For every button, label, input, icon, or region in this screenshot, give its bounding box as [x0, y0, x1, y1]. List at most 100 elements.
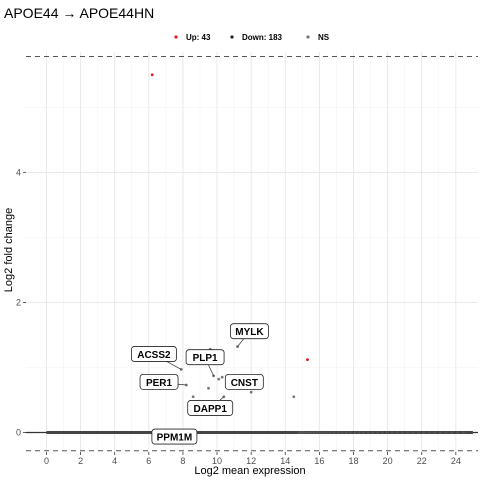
baseline-point	[300, 431, 303, 434]
label-box	[151, 428, 198, 445]
x-tick-label: 20	[383, 456, 393, 466]
baseline-point	[344, 431, 348, 434]
baseline-point	[376, 431, 379, 434]
x-tick-label: 24	[451, 456, 461, 466]
baseline-point	[349, 431, 352, 434]
gene-name: MYLK	[235, 327, 264, 338]
label-box	[131, 346, 177, 362]
legend: Up: 43 Down: 183 NS	[174, 33, 330, 42]
baseline-point	[304, 431, 307, 434]
baseline-point	[427, 431, 431, 434]
label-box	[185, 349, 225, 366]
gene-label-mylk: MYLK	[230, 323, 269, 347]
data-point	[292, 395, 296, 399]
gene-name: DAPP1	[194, 404, 228, 415]
legend-swatch	[306, 35, 310, 39]
gene-label-dapp1: DAPP1	[187, 396, 234, 416]
x-tick-label: 8	[180, 456, 185, 466]
gene-label-plp1: PLP1	[185, 349, 225, 377]
y-axis-label: Log2 fold change	[3, 208, 15, 292]
gene-label-per1: PER1	[139, 374, 187, 390]
baseline-point	[336, 431, 340, 434]
x-tick-label: 16	[314, 456, 324, 466]
baseline-point	[312, 431, 316, 434]
x-tick-label: 0	[44, 456, 49, 466]
gene-annotations: MYLK ACSS2 PLP1 PER1 CNST DAPP1 PPM1M	[131, 323, 269, 445]
legend-label: Down: 183	[242, 33, 283, 42]
baseline-point	[385, 431, 389, 434]
legend-entry: Up: 43	[174, 33, 211, 42]
gene-label-ppm1m: PPM1M	[151, 428, 198, 445]
legend-entry: NS	[306, 33, 330, 42]
data-point	[220, 375, 224, 379]
baseline-point	[318, 431, 322, 434]
baseline-point	[315, 431, 319, 434]
baseline-point	[332, 431, 336, 434]
baseline-point	[406, 431, 409, 434]
baseline-point	[390, 431, 394, 434]
baseline-point	[322, 431, 325, 434]
data-point	[150, 73, 154, 77]
baseline-point	[302, 431, 305, 434]
baseline-point	[433, 431, 437, 434]
gene-name: ACSS2	[137, 350, 171, 361]
baseline-point	[395, 431, 399, 434]
baseline-point	[329, 431, 332, 434]
data-point	[306, 358, 309, 362]
baseline-point	[362, 431, 365, 434]
baseline-point	[439, 431, 442, 434]
baseline-point	[306, 431, 310, 434]
grid	[26, 52, 478, 452]
baseline-point	[416, 431, 420, 434]
x-tick-label: 18	[348, 456, 358, 466]
data-point	[207, 386, 210, 390]
baseline-point	[456, 431, 459, 434]
label-box	[230, 323, 269, 340]
legend-label: NS	[318, 33, 330, 42]
baseline-point	[357, 431, 361, 434]
x-tick-label: 12	[246, 456, 256, 466]
legend-entry: Down: 183	[230, 33, 283, 42]
x-tick-label: 2	[78, 456, 83, 466]
legend-swatch	[174, 35, 178, 39]
baseline-point-band	[46, 430, 473, 434]
data-point	[249, 390, 253, 394]
baseline-point	[411, 431, 415, 434]
x-axis-label: Log2 mean expression	[194, 465, 305, 477]
label-box	[187, 400, 234, 416]
label-box	[224, 374, 264, 390]
legend-label: Up: 43	[186, 33, 211, 42]
baseline-point	[401, 431, 404, 434]
baseline-point	[366, 431, 370, 434]
baseline-point	[371, 431, 375, 434]
x-tick-label: 4	[112, 456, 117, 466]
x-tick-label: 10	[212, 456, 222, 466]
baseline-point	[340, 431, 344, 434]
baseline-point	[462, 431, 465, 434]
legend-swatch	[230, 35, 234, 39]
gene-name: CNST	[231, 378, 258, 389]
label-box	[139, 374, 179, 390]
baseline-point	[422, 431, 426, 434]
data-point	[217, 377, 221, 381]
chart-title: APOE44 → APOE44HN	[4, 5, 154, 21]
data-point	[212, 374, 216, 378]
y-tick-label: 0	[16, 427, 21, 437]
baseline-point	[444, 431, 448, 434]
baseline-point	[309, 431, 313, 434]
x-tick-label: 22	[417, 456, 427, 466]
y-tick-label: 2	[16, 297, 21, 307]
data-point	[191, 395, 195, 399]
baseline-point	[450, 431, 454, 434]
x-tick-label: 6	[146, 456, 151, 466]
baseline-point	[353, 431, 356, 434]
gene-name: PPM1M	[157, 433, 193, 444]
gene-name: PER1	[146, 378, 173, 389]
data-point	[184, 383, 188, 387]
y-tick-label: 4	[16, 167, 21, 177]
baseline-band	[46, 430, 473, 434]
gene-name: PLP1	[193, 353, 218, 364]
x-tick-label: 14	[280, 456, 290, 466]
baseline-point	[381, 431, 384, 434]
